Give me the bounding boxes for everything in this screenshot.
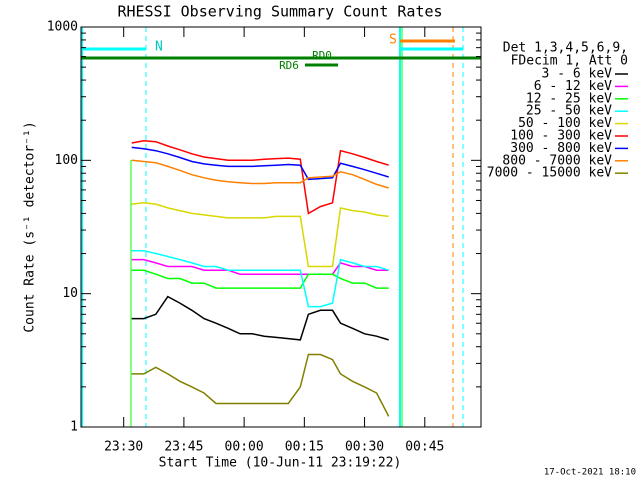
annotation: RD0 [312,49,332,62]
legend-label: 100 - 300 keV [510,129,612,144]
x-axis-label: Start Time (10-Jun-11 23:19:22) [159,456,402,471]
x-tick-label: 00:15 [285,440,324,455]
x-tick-label: 23:30 [104,440,143,455]
series-line [131,353,390,417]
x-tick-label: 00:00 [225,440,264,455]
footer: 17-Oct-2021 18:10 [544,468,636,478]
chart-title: RHESSI Observing Summary Count Rates [117,3,442,21]
legend-label: 6 - 12 keV [534,79,612,94]
series-line [131,159,389,189]
y-tick-label: 1000 [47,20,78,35]
legend-label: 50 - 100 keV [518,116,612,131]
annotation: N [155,40,163,55]
legend-header: Det 1,3,4,5,6,9, [503,41,628,56]
x-tick-label: 23:45 [164,440,203,455]
plot-frame [80,26,482,428]
legend-label: 3 - 6 keV [542,67,613,82]
series-line [131,202,389,268]
series-line [131,140,389,215]
y-axis-label: Count Rate (s⁻¹ detector⁻¹) [23,121,38,332]
legend-label: 25 - 50 keV [526,104,612,119]
series-line [131,146,389,181]
annotation: S [389,33,397,48]
legend-label: 300 - 800 keV [510,141,612,156]
y-tick-label: 1 [70,420,78,435]
series-line [131,249,389,308]
legend-label: 12 - 25 keV [526,91,612,106]
y-tick-label: 100 [55,153,78,168]
series-line [131,269,389,289]
y-tick-label: 10 [62,286,78,301]
series-line [131,258,389,275]
legend-label: 7000 - 15000 keV [487,166,612,181]
legend-label: 800 - 7000 keV [502,153,612,168]
legend-header: FDecim 1, Att 0 [511,54,628,69]
x-tick-label: 00:45 [405,440,444,455]
x-tick-label: 00:30 [345,440,384,455]
series-line [131,295,389,341]
annotation: RD6 [279,59,299,72]
event-markers [81,27,481,427]
